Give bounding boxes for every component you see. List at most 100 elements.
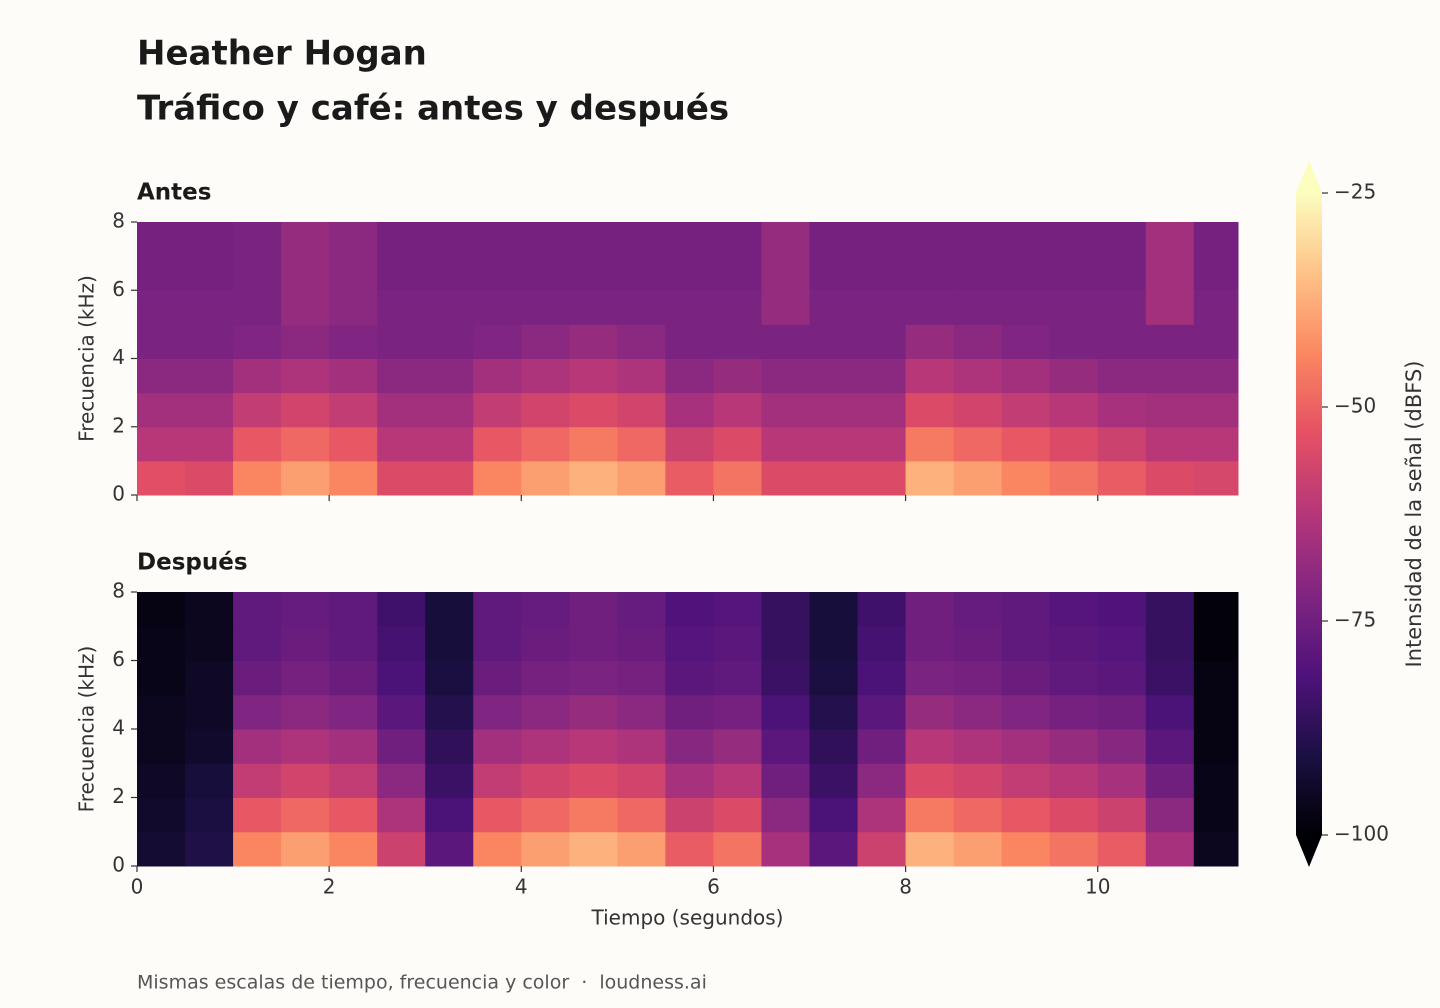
heatmap-cell bbox=[617, 222, 666, 257]
heatmap-cell bbox=[761, 694, 811, 730]
heatmap-cell bbox=[953, 358, 1003, 394]
heatmap-cell bbox=[1145, 592, 1195, 627]
y-tick-label: 6 bbox=[112, 277, 125, 301]
heatmap-cell bbox=[521, 290, 570, 325]
heatmap-cell bbox=[1193, 460, 1239, 496]
heatmap-cell bbox=[425, 763, 474, 798]
heatmap-cell bbox=[857, 460, 907, 496]
heatmap-cell bbox=[1193, 626, 1239, 661]
heatmap-cell bbox=[1193, 358, 1239, 394]
heatmap-cell bbox=[329, 392, 378, 428]
heatmap-cell bbox=[665, 763, 714, 798]
heatmap-cell bbox=[905, 324, 955, 359]
heatmap-cell bbox=[473, 729, 522, 764]
heatmap-cell bbox=[473, 392, 522, 428]
heatmap-cell bbox=[809, 324, 859, 359]
heatmap-cell bbox=[569, 729, 618, 764]
heatmap-cell bbox=[233, 392, 282, 428]
heatmap-cell bbox=[1097, 694, 1147, 730]
heatmap-cell bbox=[665, 694, 714, 730]
heatmap-cell bbox=[473, 290, 522, 325]
heatmap-cell bbox=[1145, 392, 1195, 428]
heatmap-cell bbox=[1145, 222, 1195, 257]
heatmap-cell bbox=[953, 694, 1003, 730]
heatmap-cell bbox=[377, 222, 426, 257]
heatmap-cell bbox=[233, 797, 282, 833]
heatmap-cell bbox=[281, 694, 330, 730]
heatmap-cell bbox=[281, 324, 330, 359]
heatmap-cell bbox=[761, 660, 811, 696]
heatmap-cell bbox=[1049, 694, 1099, 730]
heatmap-cell bbox=[617, 392, 666, 428]
heatmap-cell bbox=[1145, 358, 1195, 394]
heatmap-cell bbox=[137, 660, 186, 696]
x-tick-label: 6 bbox=[707, 875, 720, 899]
heatmap-cell bbox=[473, 626, 522, 661]
heatmap-cell bbox=[425, 324, 474, 359]
heatmap-cell bbox=[425, 797, 474, 833]
colorbar-tick-label: −50 bbox=[1334, 394, 1376, 418]
heatmap-cell bbox=[137, 392, 186, 428]
heatmap-cell bbox=[281, 831, 330, 867]
heatmap-cell bbox=[1001, 694, 1051, 730]
y-tick-label: 8 bbox=[112, 209, 125, 233]
heatmap-cell bbox=[617, 256, 666, 291]
heatmap-cell bbox=[665, 324, 714, 359]
heatmap-cell bbox=[137, 460, 186, 496]
heatmap-cell bbox=[953, 426, 1003, 462]
heatmap-cell bbox=[1049, 460, 1099, 496]
heatmap-cell bbox=[137, 729, 186, 764]
heatmap-cell bbox=[329, 324, 378, 359]
heatmap-cell bbox=[1193, 592, 1239, 627]
heatmap-cell bbox=[713, 222, 762, 257]
heatmap-cell bbox=[809, 831, 859, 867]
heatmap-cell bbox=[569, 592, 618, 627]
heatmap-cell bbox=[953, 324, 1003, 359]
heatmap-cell bbox=[1193, 222, 1239, 257]
heatmap-cell bbox=[521, 460, 570, 496]
y-tick-label: 6 bbox=[112, 647, 125, 671]
x-tick-label: 10 bbox=[1085, 875, 1110, 899]
heatmap-cell bbox=[137, 324, 186, 359]
heatmap-cell bbox=[953, 626, 1003, 661]
heatmap-cell bbox=[905, 660, 955, 696]
heatmap-cell bbox=[857, 358, 907, 394]
heatmap-cell bbox=[281, 290, 330, 325]
heatmap-cell bbox=[329, 460, 378, 496]
heatmap-cell bbox=[1001, 831, 1051, 867]
heatmap-cell bbox=[713, 694, 762, 730]
heatmap-cell bbox=[857, 222, 907, 257]
heatmap-cell bbox=[521, 831, 570, 867]
heatmap-cell bbox=[1097, 660, 1147, 696]
heatmap-cell bbox=[857, 694, 907, 730]
heatmap-cell bbox=[1097, 324, 1147, 359]
heatmap-cell bbox=[425, 426, 474, 462]
heatmap-cell bbox=[761, 358, 811, 394]
x-tick-label: 4 bbox=[515, 875, 528, 899]
heatmap-cell bbox=[809, 729, 859, 764]
y-tick-label: 4 bbox=[112, 716, 125, 740]
heatmap-cell bbox=[1145, 660, 1195, 696]
heatmap-cell bbox=[617, 626, 666, 661]
heatmap-cell bbox=[665, 256, 714, 291]
heatmap-cell bbox=[569, 660, 618, 696]
heatmap-cell bbox=[569, 831, 618, 867]
heatmap-cell bbox=[473, 763, 522, 798]
heatmap-cell bbox=[809, 256, 859, 291]
heatmap-cell bbox=[521, 256, 570, 291]
heatmap-cell bbox=[329, 256, 378, 291]
y-tick-label: 2 bbox=[112, 413, 125, 437]
heatmap-cell bbox=[1193, 797, 1239, 833]
heatmap-cell bbox=[233, 222, 282, 257]
heatmap-cell bbox=[233, 729, 282, 764]
heatmap-cell bbox=[761, 290, 811, 325]
heatmap-cell bbox=[281, 222, 330, 257]
heatmap-cell bbox=[857, 324, 907, 359]
heatmap-cell bbox=[1097, 831, 1147, 867]
heatmap-cell bbox=[1001, 460, 1051, 496]
heatmap-cell bbox=[521, 626, 570, 661]
heatmap-cell bbox=[713, 256, 762, 291]
heatmap-cell bbox=[233, 626, 282, 661]
heatmap-cell bbox=[857, 729, 907, 764]
heatmap-cell bbox=[809, 426, 859, 462]
